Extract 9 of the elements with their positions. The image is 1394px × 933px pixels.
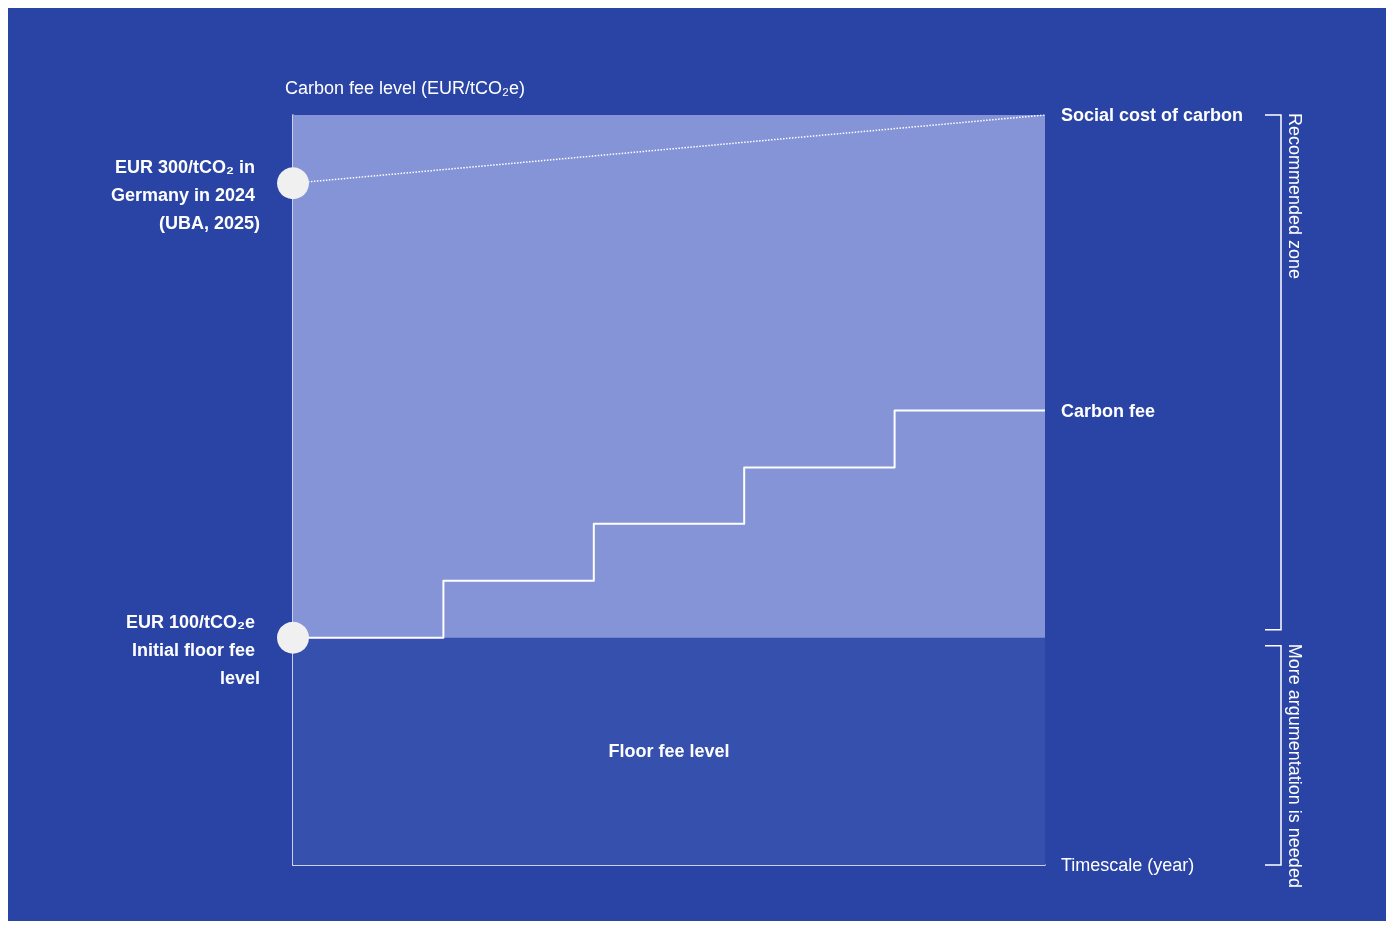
band-label: Floor fee level [608, 741, 730, 762]
series-label: Carbon fee [1061, 400, 1156, 421]
y-axis-title: Carbon fee level (EUR/tCO₂e) [285, 78, 526, 98]
text: EUR 100/tCO₂e Initial floor fee level [125, 611, 260, 688]
series-label: Social cost of carbon [1061, 105, 1244, 125]
text: More argumentation is needed [1285, 643, 1305, 888]
x-axis-title: Timescale (year) [1061, 855, 1195, 875]
text: Recommended zone [1285, 113, 1305, 280]
text: EUR 300/tCO₂ in Germany in 2024 (UBA, 2025) [110, 157, 260, 234]
